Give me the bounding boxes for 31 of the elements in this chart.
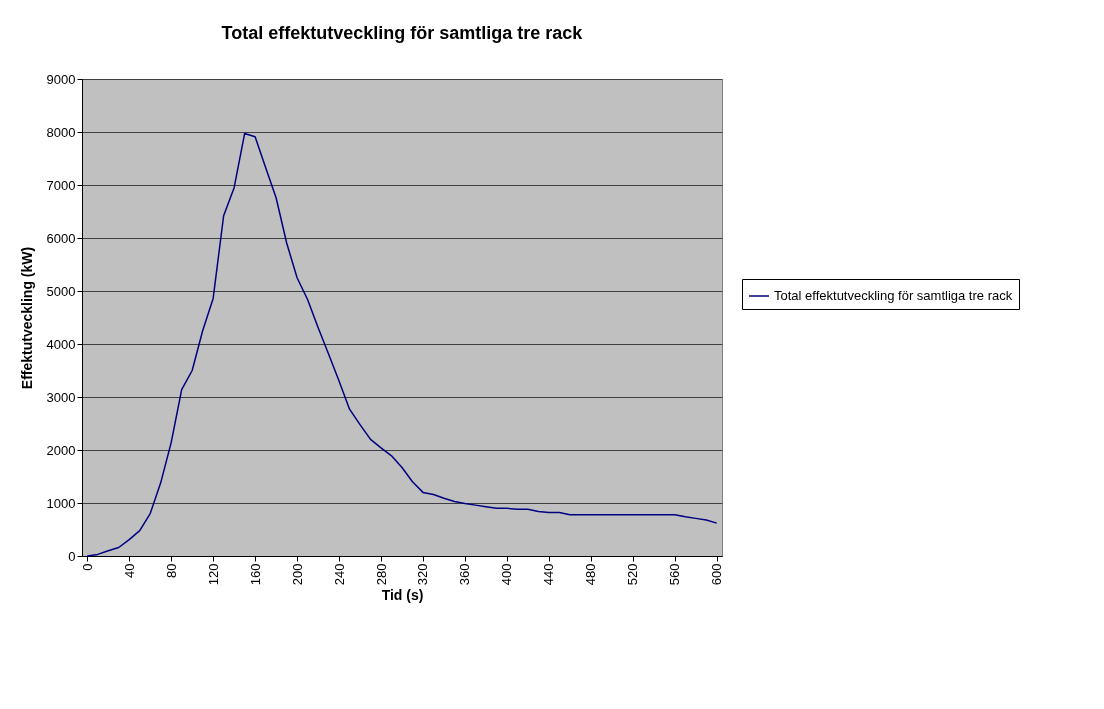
y-tick-label: 3000	[46, 389, 76, 405]
chart-title: Total effektutveckling för samtliga tre rack	[221, 23, 584, 43]
x-tick-label: 0	[79, 563, 95, 571]
y-tick-label: 9000	[46, 71, 76, 87]
x-tick-label: 320	[415, 563, 431, 586]
x-tick-label: 200	[289, 563, 305, 586]
y-tick-label: 1000	[46, 495, 76, 511]
x-tick-label: 440	[541, 563, 557, 586]
x-tick-label: 80	[163, 563, 179, 578]
y-tick-label: 2000	[46, 442, 76, 458]
y-tick-label: 6000	[46, 230, 76, 246]
x-tick-label: 520	[625, 563, 641, 586]
x-tick-label: 160	[247, 563, 263, 586]
x-tick-label: 360	[457, 563, 473, 586]
x-tick-label: 280	[373, 563, 389, 586]
x-tick-label: 600	[709, 563, 725, 586]
x-axis-title: Tid (s)	[381, 587, 424, 604]
x-tick-label: 240	[331, 563, 347, 586]
x-tick-label: 480	[583, 563, 599, 586]
y-tick-label: 5000	[46, 283, 76, 299]
legend-label: Total effektutveckling för samtliga tre rack	[774, 288, 1013, 303]
y-axis-title: Effektutveckling (kW)	[18, 246, 35, 390]
x-tick-label: 120	[205, 563, 221, 586]
x-tick-label: 560	[667, 563, 683, 586]
y-tick-label: 8000	[46, 124, 76, 140]
line-series	[86, 132, 718, 557]
y-tick-label: 7000	[46, 177, 76, 193]
x-tick-label: 400	[499, 563, 515, 586]
y-tick-label: 4000	[46, 336, 76, 352]
x-tick-label: 40	[121, 563, 137, 578]
y-tick-label: 0	[68, 548, 76, 564]
